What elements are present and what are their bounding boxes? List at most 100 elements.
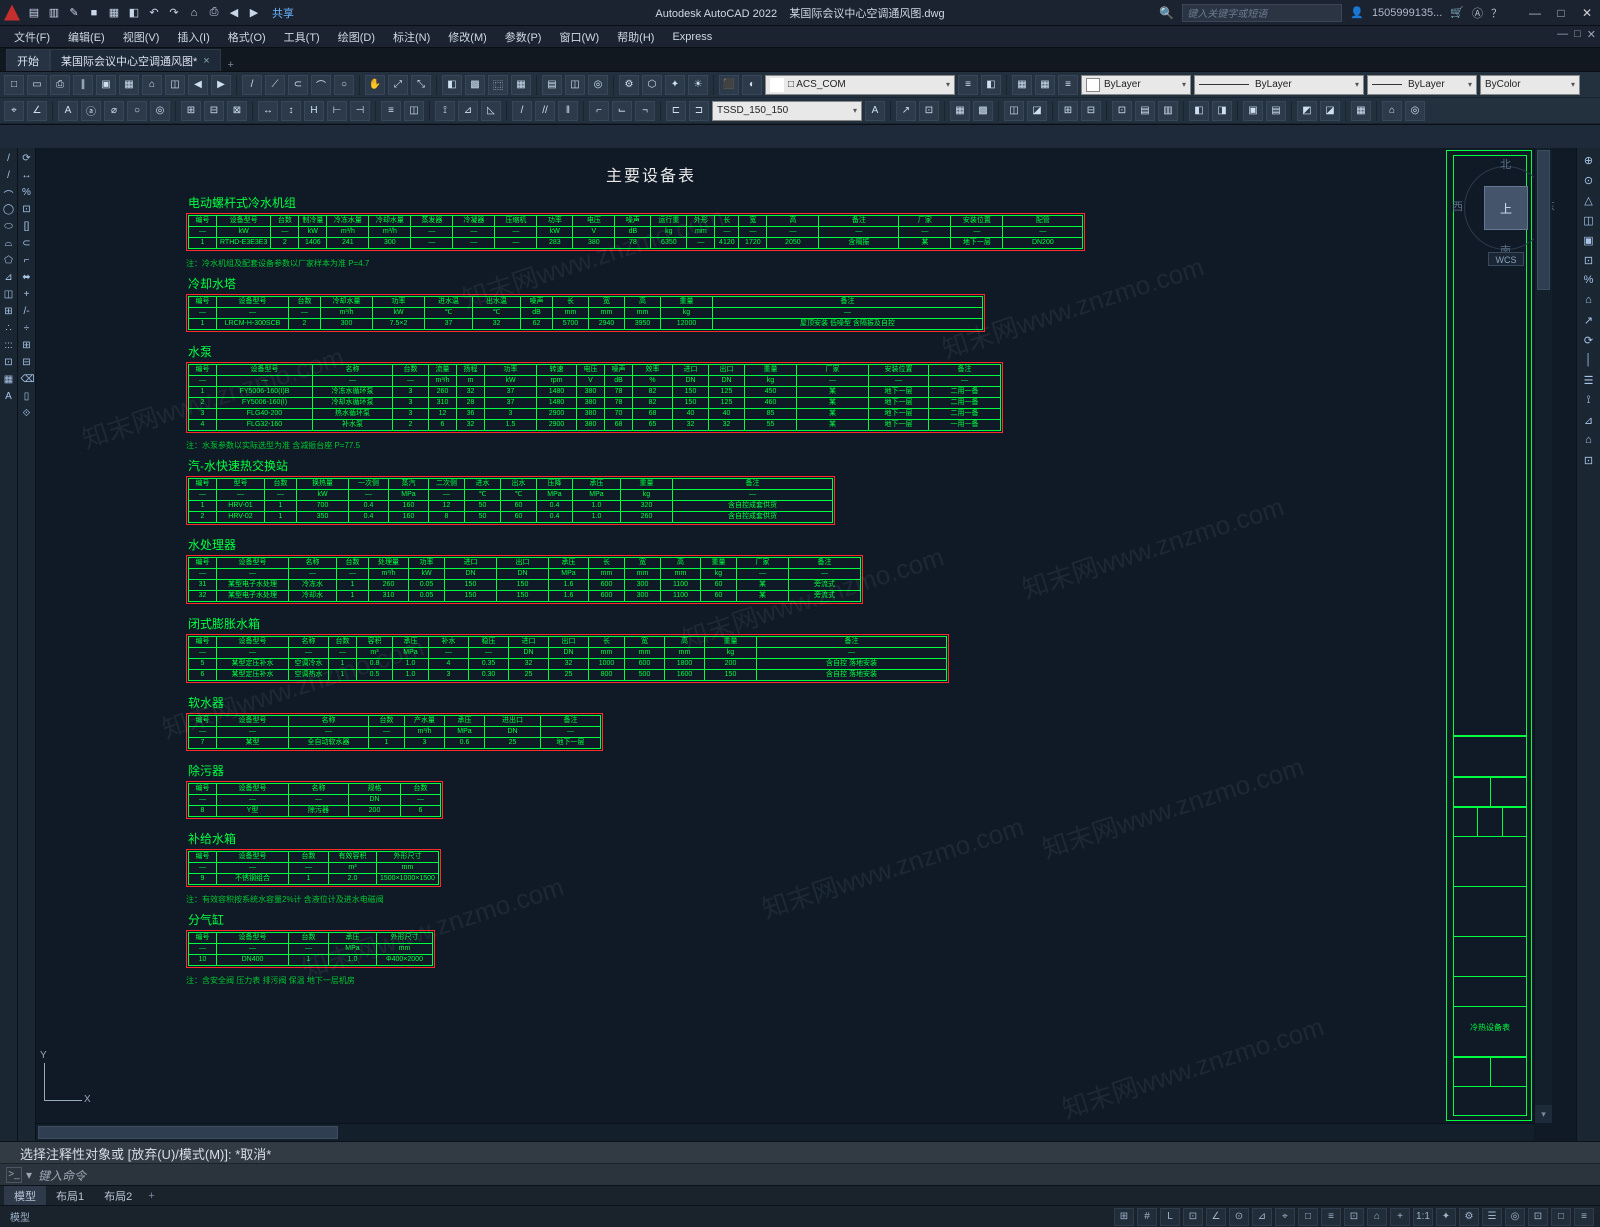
menu-item[interactable]: 窗口(W) — [551, 27, 607, 47]
ribbon-tool-icon[interactable]: ⌖ — [4, 101, 24, 121]
ribbon-tool-icon[interactable]: ◎ — [1405, 101, 1425, 121]
ribbon-tool-icon[interactable]: ◫ — [165, 75, 185, 95]
qat-button-icon[interactable]: ⎙ — [206, 5, 222, 21]
palette-tool-icon[interactable]: ⬭ — [2, 220, 16, 234]
palette-tool-icon[interactable]: ⊡ — [1581, 254, 1597, 270]
palette-tool-icon[interactable]: ⊿ — [1581, 414, 1597, 430]
ribbon-tool-icon[interactable]: ◨ — [1212, 101, 1232, 121]
window-maximize-button[interactable]: □ — [1552, 6, 1570, 20]
palette-tool-icon[interactable]: ☰ — [1581, 374, 1597, 390]
palette-tool-icon[interactable]: ↗ — [1581, 314, 1597, 330]
ribbon-tool-icon[interactable]: ⬛ — [719, 75, 739, 95]
ribbon-tool-icon[interactable]: ▦ — [1012, 75, 1032, 95]
palette-tool-icon[interactable]: ÷ — [20, 322, 34, 336]
palette-tool-icon[interactable]: ⌫ — [20, 373, 34, 387]
prop-bycolor-dropdown[interactable]: ByColor▾ — [1480, 75, 1580, 95]
doc-minimize-button[interactable]: — — [1557, 28, 1568, 41]
ribbon-tool-icon[interactable]: ◧ — [1189, 101, 1209, 121]
cart-icon[interactable]: 🛒 — [1450, 6, 1464, 19]
palette-tool-icon[interactable]: ⟐ — [20, 407, 34, 421]
ribbon-tool-icon[interactable]: ▥ — [1158, 101, 1178, 121]
status-button[interactable]: ⊿ — [1252, 1208, 1272, 1226]
palette-tool-icon[interactable]: ⊂ — [20, 237, 34, 251]
menu-item[interactable]: 绘图(D) — [330, 27, 383, 47]
ribbon-tool-icon[interactable]: ⚙ — [619, 75, 639, 95]
ribbon-tool-icon[interactable]: A — [865, 101, 885, 121]
ribbon-tool-icon[interactable]: ⊡ — [919, 101, 939, 121]
ribbon-tool-icon[interactable]: ▩ — [973, 101, 993, 121]
ribbon-tool-icon[interactable]: ◪ — [1320, 101, 1340, 121]
user-icon[interactable]: 👤 — [1350, 6, 1364, 19]
palette-tool-icon[interactable]: A — [2, 390, 16, 404]
ribbon-tool-icon[interactable]: ⊏ — [666, 101, 686, 121]
ribbon-tool-icon[interactable]: ○ — [127, 101, 147, 121]
ribbon-tool-icon[interactable]: ⌀ — [104, 101, 124, 121]
prop-color-dropdown[interactable]: ByLayer▾ — [1081, 75, 1191, 95]
ribbon-tool-icon[interactable]: ⊂ — [288, 75, 308, 95]
qat-button-icon[interactable]: ▥ — [46, 5, 62, 21]
drawing-canvas[interactable]: 主要设备表 电动螺杆式冷水机组编号设备型号台数制冷量冷冻水量冷却水量蒸发器冷凝器… — [36, 148, 1576, 1141]
palette-tool-icon[interactable]: ⊡ — [20, 203, 34, 217]
ribbon-tool-icon[interactable]: ⿴ — [488, 75, 508, 95]
palette-tool-icon[interactable]: ⌂ — [1581, 434, 1597, 450]
status-model-label[interactable]: 模型 — [6, 1209, 34, 1224]
menu-item[interactable]: 参数(P) — [497, 27, 550, 47]
ribbon-tool-icon[interactable]: ◎ — [588, 75, 608, 95]
palette-tool-icon[interactable]: ⊡ — [2, 356, 16, 370]
ribbon-tool-icon[interactable]: ⌒ — [311, 75, 331, 95]
layout-tab-1[interactable]: 布局1 — [46, 1186, 94, 1206]
status-button[interactable]: □ — [1551, 1208, 1571, 1226]
palette-tool-icon[interactable]: ◫ — [2, 288, 16, 302]
palette-tool-icon[interactable]: ⊟ — [20, 356, 34, 370]
status-button[interactable]: ≡ — [1321, 1208, 1341, 1226]
ribbon-tool-icon[interactable]: ◫ — [404, 101, 424, 121]
status-button[interactable]: ⌖ — [1275, 1208, 1295, 1226]
status-button[interactable]: ⊡ — [1528, 1208, 1548, 1226]
ribbon-tool-icon[interactable]: ▦ — [119, 75, 139, 95]
ribbon-tool-icon[interactable]: ⤢ — [388, 75, 408, 95]
palette-tool-icon[interactable]: ⟳ — [1581, 334, 1597, 350]
ribbon-tool-icon[interactable]: ⌐ — [589, 101, 609, 121]
palette-tool-icon[interactable]: ⊡ — [1581, 454, 1597, 470]
ribbon-tool-icon[interactable]: H — [304, 101, 324, 121]
ribbon-tool-icon[interactable]: ↗ — [896, 101, 916, 121]
palette-tool-icon[interactable]: ::: — [2, 339, 16, 353]
qat-button-icon[interactable]: ✎ — [66, 5, 82, 21]
menu-item[interactable]: 格式(O) — [220, 27, 274, 47]
palette-tool-icon[interactable]: ↔ — [20, 169, 34, 183]
qat-button-icon[interactable]: ▤ — [26, 5, 42, 21]
dim-style-dropdown[interactable]: TSSD_150_150▾ — [712, 101, 862, 121]
qat-button-icon[interactable]: ↶ — [146, 5, 162, 21]
status-button[interactable]: ⊡ — [1183, 1208, 1203, 1226]
ribbon-tool-icon[interactable]: ◺ — [481, 101, 501, 121]
window-close-button[interactable]: ✕ — [1578, 6, 1596, 20]
ribbon-tool-icon[interactable]: ◩ — [1297, 101, 1317, 121]
status-button[interactable]: ☰ — [1482, 1208, 1502, 1226]
ribbon-tool-icon[interactable]: ∥ — [73, 75, 93, 95]
ribbon-tool-icon[interactable]: ☀ — [688, 75, 708, 95]
ribbon-tool-icon[interactable]: ≡ — [381, 101, 401, 121]
command-line[interactable]: >_ ▾ 键入命令 — [0, 1164, 1600, 1186]
qat-button-icon[interactable]: ◀ — [226, 5, 242, 21]
ribbon-tool-icon[interactable]: ○ — [334, 75, 354, 95]
ribbon-tool-icon[interactable]: ▤ — [542, 75, 562, 95]
palette-tool-icon[interactable]: ⬌ — [20, 271, 34, 285]
share-button[interactable]: 共享 — [272, 5, 294, 21]
user-label[interactable]: 1505999135... — [1372, 7, 1442, 19]
vscroll-thumb[interactable] — [1537, 150, 1550, 290]
ribbon-tool-icon[interactable]: ▦ — [1035, 75, 1055, 95]
ribbon-tool-icon[interactable]: ≡ — [958, 75, 978, 95]
palette-tool-icon[interactable]: [] — [20, 220, 34, 234]
ribbon-tool-icon[interactable]: □ — [4, 75, 24, 95]
ribbon-tool-icon[interactable]: / — [242, 75, 262, 95]
palette-tool-icon[interactable]: ◫ — [1581, 214, 1597, 230]
prop-linetype-dropdown[interactable]: ByLayer▾ — [1194, 75, 1364, 95]
ribbon-tool-icon[interactable]: ▩ — [465, 75, 485, 95]
palette-tool-icon[interactable]: ▦ — [2, 373, 16, 387]
palette-tool-icon[interactable]: / — [2, 169, 16, 183]
ribbon-tool-icon[interactable]: ¬ — [635, 101, 655, 121]
command-arrow-icon[interactable]: ▾ — [26, 1168, 32, 1182]
ribbon-tool-icon[interactable]: ▤ — [1266, 101, 1286, 121]
layer-dropdown[interactable]: □ ACS_COM▾ — [765, 75, 955, 95]
menu-item[interactable]: 修改(M) — [440, 27, 495, 47]
